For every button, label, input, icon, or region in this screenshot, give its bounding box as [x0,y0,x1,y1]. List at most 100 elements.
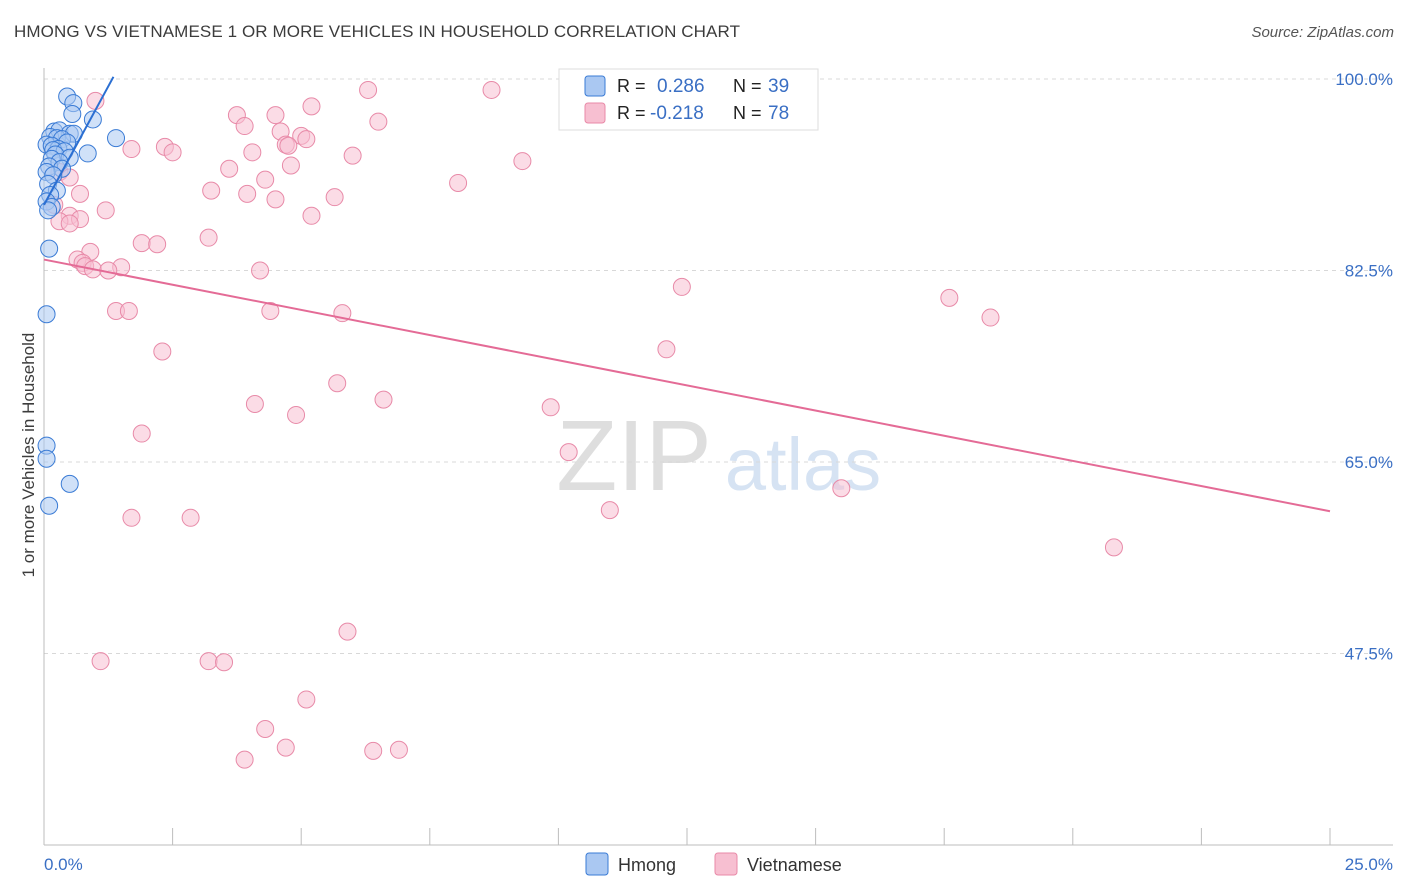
watermark-atlas: atlas [725,423,881,506]
vietnamese-point [276,738,295,757]
vietnamese-point [541,398,560,417]
stats-legend: R = 0.286 N = 39 R = -0.218 N = 78 [558,68,819,131]
vietnamese-point [132,424,151,443]
y-tick-label: 65.0% [1345,453,1393,472]
vietnamese-point [338,622,357,641]
vietnamese-point [60,214,79,233]
vietnamese-point [287,405,306,424]
vietnamese-point [940,288,959,307]
hmong-point [63,105,82,124]
vietnamese-point [981,308,1000,327]
stats-r-value-hmong: 0.286 [657,76,705,97]
hmong-point [107,129,126,148]
vietnamese-point [672,277,691,296]
vietnamese-point [657,340,676,359]
hmong-point [40,496,59,515]
hmong-point [39,201,58,220]
hmong-point [37,449,56,468]
vietnamese-point [559,443,578,462]
vietnamese-point [261,301,280,320]
vietnamese-point [281,156,300,175]
vietnamese-point [449,173,468,192]
stats-r-label-hmong: R = [617,76,646,96]
vietnamese-point [96,201,115,220]
vietnamese-point [302,206,321,225]
vietnamese-point [325,188,344,207]
vietnamese-point [600,501,619,520]
hmong-point [40,239,59,258]
y-tick-label: 47.5% [1345,645,1393,664]
vietnamese-point [251,261,270,280]
legend-swatch-vietnamese [714,852,738,876]
vietnamese-point [122,508,141,527]
vietnamese-point [302,97,321,116]
vietnamese-points [45,80,1123,769]
y-tick-label: 82.5% [1345,262,1393,281]
watermark-zip: ZIP [556,400,712,512]
vietnamese-point [359,80,378,99]
vietnamese-point [513,152,532,171]
vietnamese-point [328,374,347,393]
vietnamese-point [235,117,254,136]
vietnamese-point [153,342,172,361]
x-tick-label-min: 0.0% [44,855,83,874]
axes [43,68,1393,846]
hmong-point [78,144,97,163]
vietnamese-point [243,143,262,162]
stats-n-value-hmong: 39 [768,76,789,97]
vietnamese-point [132,234,151,253]
vietnamese-point [199,228,218,247]
vietnamese-point [266,106,285,125]
y-tick-label: 100.0% [1335,70,1393,89]
vietnamese-point [238,184,257,203]
chart-title: HMONG VS VIETNAMESE 1 OR MORE VEHICLES I… [14,22,741,41]
stats-swatch-vietnamese [584,102,606,124]
y-tick-labels: 47.5% 65.0% 82.5% 100.0% [1335,70,1393,664]
vietnamese-point [256,170,275,189]
vietnamese-point [71,184,90,203]
vietnamese-point [279,136,298,155]
vietnamese-point [235,750,254,769]
stats-n-label-vietnamese: N = [733,103,762,123]
vietnamese-point [364,741,383,760]
vietnamese-point [343,146,362,165]
vietnamese-point [256,720,275,739]
hmong-points [37,87,126,515]
vietnamese-point [266,190,285,209]
vietnamese-point [122,140,141,159]
vietnamese-point [297,690,316,709]
series-legend: Hmong Vietnamese [585,852,842,876]
vietnamese-point [369,112,388,131]
x-tick-label-max: 25.0% [1345,855,1393,874]
legend-swatch-hmong [585,852,609,876]
vietnamese-point [163,143,182,162]
grid [44,78,1393,654]
trend-lines [43,76,1331,513]
vietnamese-point [482,80,501,99]
vietnamese-point [1104,538,1123,557]
legend-label-hmong: Hmong [618,855,676,875]
vietnamese-point [297,130,316,149]
hmong-point [37,305,56,324]
vietnamese-point [199,652,218,671]
vietnamese-point [374,390,393,409]
stats-n-label-hmong: N = [733,76,762,96]
stats-swatch-hmong [584,75,606,97]
y-axis-title: 1 or more Vehicles in Household [19,333,38,578]
vietnamese-point [119,301,138,320]
vietnamese-point [245,395,264,414]
vietnamese-point [220,159,239,178]
vietnamese-point [148,235,167,254]
legend-label-vietnamese: Vietnamese [747,855,842,875]
vietnamese-trend-line [43,258,1331,513]
hmong-point [60,474,79,493]
stats-r-value-vietnamese: -0.218 [650,103,704,124]
vietnamese-point [215,653,234,672]
vietnamese-point [832,479,851,498]
vietnamese-point [91,652,110,671]
vietnamese-point [202,181,221,200]
chart-source: Source: ZipAtlas.com [1251,24,1394,41]
vietnamese-point [181,508,200,527]
